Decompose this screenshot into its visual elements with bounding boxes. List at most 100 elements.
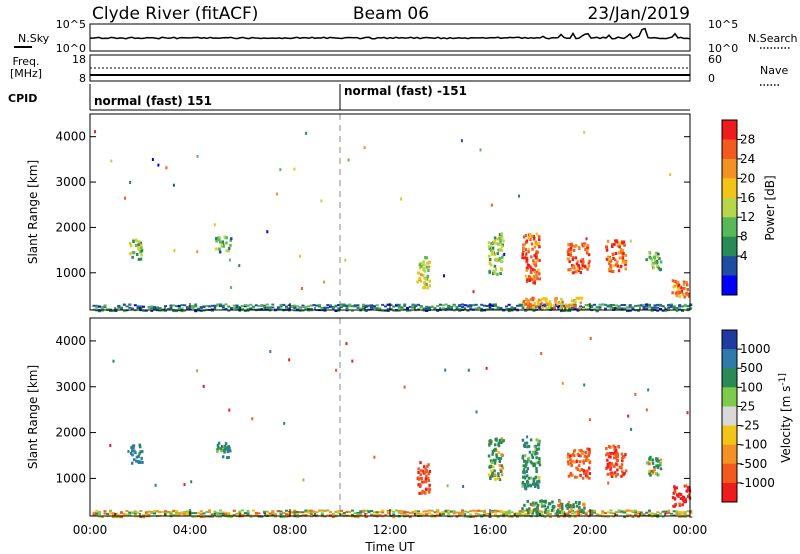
scatter-cell xyxy=(686,283,689,287)
scatter-cell xyxy=(117,514,121,517)
scatter-cell xyxy=(620,452,624,456)
scatter-cell xyxy=(210,309,214,312)
scatter-cell xyxy=(246,509,250,512)
scatter-cell xyxy=(422,490,426,494)
scatter-cell xyxy=(418,263,422,267)
scatter-cell xyxy=(128,242,132,245)
scatter-cell xyxy=(285,513,288,516)
scatter-cell xyxy=(531,482,535,486)
scatter-cell xyxy=(367,510,371,513)
scatter-cell xyxy=(604,307,607,310)
scatter-cell xyxy=(229,449,232,453)
scatter-cell xyxy=(370,514,374,517)
scatter-cell xyxy=(252,509,255,512)
scatter-cell xyxy=(427,265,431,269)
scatter-cell xyxy=(221,240,225,244)
scatter-cell xyxy=(648,509,651,512)
scatter-cell xyxy=(491,246,495,250)
scatter-cell xyxy=(682,282,686,286)
scatter-cell xyxy=(555,296,558,300)
scatter-cell xyxy=(246,307,250,310)
scatter-cell xyxy=(348,305,352,308)
scatter-cell xyxy=(419,483,422,487)
scatter-cell xyxy=(586,249,589,253)
scatter-cell xyxy=(533,302,536,306)
scatter-cell xyxy=(403,305,407,308)
scatter-cell xyxy=(525,268,528,272)
scatter-cell xyxy=(450,305,453,308)
scatter-cell xyxy=(570,299,574,303)
colorbar-swatch xyxy=(722,444,737,465)
scatter-cell xyxy=(507,303,511,306)
scatter-cell xyxy=(320,199,323,203)
scatter-cell xyxy=(279,513,283,516)
scatter-cell xyxy=(582,469,585,473)
scatter-cell xyxy=(679,493,683,497)
scatter-cell xyxy=(199,306,203,309)
scatter-cell xyxy=(684,484,688,488)
scatter-cell xyxy=(444,303,448,306)
scatter-cell xyxy=(340,306,343,309)
scatter-cell xyxy=(271,303,275,306)
scatter-cell xyxy=(569,458,572,462)
scatter-cell xyxy=(620,264,623,268)
scatter-cell xyxy=(650,512,654,515)
scatter-cell xyxy=(677,287,680,291)
scatter-cell xyxy=(578,506,581,510)
scatter-cell xyxy=(356,516,360,519)
scatter-cell xyxy=(620,248,623,251)
scatter-cell xyxy=(648,513,651,516)
scatter-cell xyxy=(541,306,545,310)
scatter-cell xyxy=(114,512,118,515)
scatter-cell xyxy=(570,242,573,246)
scatter-cell xyxy=(657,459,660,463)
scatter-cell xyxy=(518,512,522,515)
scatter-cell xyxy=(623,509,627,512)
scatter-cell xyxy=(580,449,583,452)
scatter-cell xyxy=(616,455,619,459)
scatter-cell xyxy=(655,464,658,468)
scatter-cell xyxy=(268,306,272,309)
scatter-cell xyxy=(114,310,118,312)
velocity-panel-bg xyxy=(90,318,690,516)
scatter-cell xyxy=(566,512,570,516)
scatter-cell xyxy=(534,446,537,450)
scatter-cell xyxy=(109,444,112,447)
scatter-cell xyxy=(307,509,310,512)
scatter-cell xyxy=(493,236,497,240)
scatter-cell xyxy=(483,304,486,307)
scatter-cell xyxy=(312,511,316,514)
scatter-cell xyxy=(320,307,324,310)
scatter-cell xyxy=(631,306,635,309)
scatter-cell xyxy=(469,510,473,513)
scatter-cell xyxy=(664,510,668,513)
scatter-cell xyxy=(417,477,421,481)
scatter-cell xyxy=(323,280,326,284)
scatter-cell xyxy=(493,239,497,243)
scatter-cell xyxy=(510,511,514,514)
scatter-cell xyxy=(309,515,313,518)
scatter-cell xyxy=(190,480,193,484)
scatter-cell xyxy=(624,261,627,264)
scatter-cell xyxy=(672,307,676,310)
scatter-cell xyxy=(103,304,107,307)
scatter-cell xyxy=(363,146,366,150)
scatter-cell xyxy=(634,513,638,516)
scatter-cell xyxy=(557,307,561,310)
scatter-cell xyxy=(561,511,565,515)
scatter-cell xyxy=(367,305,371,308)
scatter-cell xyxy=(567,452,570,456)
scatter-cell xyxy=(574,305,577,309)
scatter-cell xyxy=(285,509,288,512)
scatter-cell xyxy=(534,261,538,265)
scatter-cell xyxy=(120,306,123,309)
scatter-cell xyxy=(677,494,680,498)
scatter-cell xyxy=(120,516,123,519)
scatter-cell xyxy=(571,256,575,260)
scatter-cell xyxy=(221,304,225,307)
scatter-cell xyxy=(98,513,101,515)
scatter-cell xyxy=(659,512,662,515)
scatter-cell xyxy=(642,304,646,307)
scatter-cell xyxy=(588,466,591,470)
